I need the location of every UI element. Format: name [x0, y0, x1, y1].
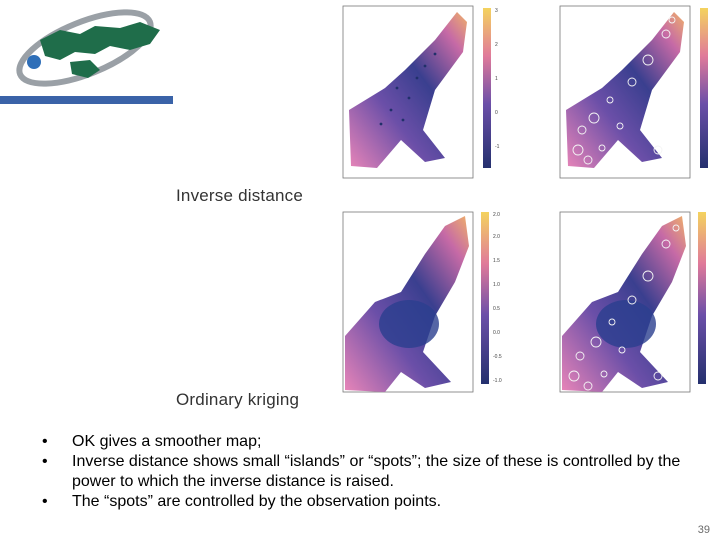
colorbar-tick: 1	[495, 76, 498, 82]
bullet-item: Inverse distance shows small “islands” o…	[42, 452, 682, 492]
map-panel-idw-points: 3 2 1 0 -1	[305, 0, 503, 196]
colorbar-tick: 2	[495, 42, 498, 48]
inverse-distance-label: Inverse distance	[176, 186, 303, 205]
bullet-item: The “spots” are controlled by the observ…	[42, 492, 682, 512]
colorbar-tick: 2.0	[493, 212, 500, 218]
colorbar-tick: -1	[495, 144, 500, 150]
bullet-item: OK gives a smoother map;	[42, 432, 682, 452]
colorbar-tick: 1.5	[493, 258, 500, 264]
map-panel-idw-circles	[522, 0, 720, 196]
ordinary-kriging-label: Ordinary kriging	[176, 390, 300, 409]
globe-logo-icon	[16, 9, 160, 87]
page-number: 39	[697, 524, 710, 536]
colorbar-tick: 3	[495, 8, 498, 14]
colorbar-tick: 0.0	[493, 330, 500, 336]
colorbar-tick: -0.5	[493, 354, 502, 360]
colorbar-tick: 0	[495, 110, 498, 116]
logo	[0, 0, 173, 104]
colorbar-tick: 0.5	[493, 306, 500, 312]
bullet-list: OK gives a smoother map; Inverse distanc…	[42, 432, 682, 512]
colorbar-tick: -1.0	[493, 378, 502, 384]
map-panel-ok-circles	[522, 206, 720, 410]
colorbar-tick: 1.0	[493, 282, 500, 288]
map-panel-ok-plain: 2.0 2.0 1.5 1.0 0.5 0.0 -0.5 -1.0	[305, 206, 503, 410]
colorbar-tick: 2.0	[493, 234, 500, 240]
